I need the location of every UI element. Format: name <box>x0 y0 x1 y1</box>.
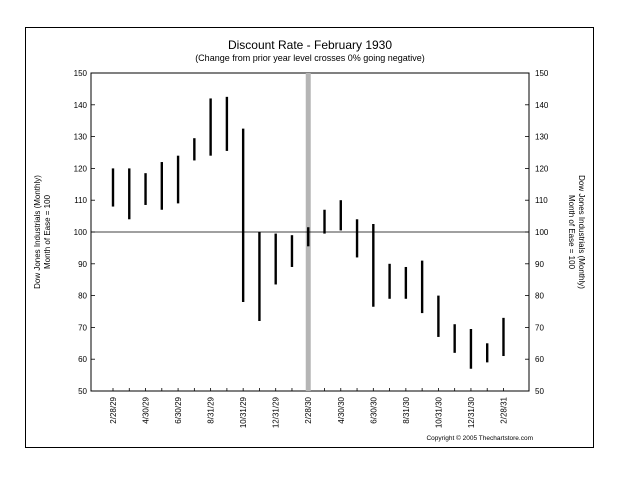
chart-subtitle: (Change from prior year level crosses 0%… <box>195 53 425 63</box>
y-tick-label-left-150: 150 <box>74 69 88 78</box>
copyright-notice: Copyright © 2005 Thechartstore.com <box>426 434 533 442</box>
x-tick-label-2/28/31: 2/28/31 <box>499 396 508 423</box>
y-axis-right: 50 60 70 80 90 100 110 120 130 140 150 <box>525 69 549 396</box>
y-tick-label-right-80: 80 <box>535 292 544 301</box>
y-tick-label-left-120: 120 <box>74 164 88 173</box>
y-tick-label-left-90: 90 <box>78 260 87 269</box>
y-tick-label-right-130: 130 <box>535 133 549 142</box>
x-tick-label-8/31/30: 8/31/30 <box>402 396 411 423</box>
y-tick-label-right-60: 60 <box>535 355 544 364</box>
y-tick-label-left-50: 50 <box>78 387 87 396</box>
y-axis-label-left: Dow Jones Industrials (Monthly) Month of… <box>33 175 52 289</box>
y-tick-label-left-70: 70 <box>78 323 87 332</box>
y-tick-label-left-100: 100 <box>74 228 88 237</box>
y-axis-left: 50 60 70 80 90 100 110 120 130 140 150 <box>74 69 95 396</box>
y-tick-label-right-140: 140 <box>535 101 549 110</box>
y-tick-label-left-110: 110 <box>74 196 87 205</box>
y-axis-label-right: Dow Jones Industrials (Monthly) Month of… <box>567 175 586 289</box>
x-tick-label-2/28/29: 2/28/29 <box>109 396 118 423</box>
y-tick-label-right-70: 70 <box>535 323 544 332</box>
x-tick-label-4/30/30: 4/30/30 <box>337 396 346 423</box>
x-tick-label-10/31/29: 10/31/29 <box>239 396 248 428</box>
x-tick-label-6/30/30: 6/30/30 <box>369 396 378 423</box>
y-axis-label-left-line1: Dow Jones Industrials (Monthly) <box>33 175 42 289</box>
x-tick-label-2/28/30: 2/28/30 <box>304 396 313 423</box>
x-tick-label-12/31/29: 12/31/29 <box>272 396 281 428</box>
x-tick-label-6/30/29: 6/30/29 <box>174 396 183 423</box>
y-tick-label-right-110: 110 <box>535 196 548 205</box>
y-axis-label-right-line1: Dow Jones Industrials (Monthly) <box>577 175 586 289</box>
y-tick-label-right-150: 150 <box>535 69 549 78</box>
x-tick-label-8/31/29: 8/31/29 <box>207 396 216 423</box>
y-tick-label-left-80: 80 <box>78 292 87 301</box>
y-tick-label-right-50: 50 <box>535 387 544 396</box>
y-tick-label-right-100: 100 <box>535 228 549 237</box>
y-tick-label-left-130: 130 <box>74 133 88 142</box>
x-axis: 2/28/29 4/30/29 6/30/29 8/31/29 10/31/29 12/3… <box>109 388 508 428</box>
y-tick-label-right-90: 90 <box>535 260 544 269</box>
y-tick-label-right-120: 120 <box>535 164 549 173</box>
chart-title: Discount Rate - February 1930 <box>228 38 392 52</box>
y-axis-label-left-line2: Month of Ease = 100 <box>43 194 52 269</box>
y-axis-label-right-line2: Month of Ease = 100 <box>567 195 576 270</box>
x-tick-label-4/30/29: 4/30/29 <box>142 396 151 423</box>
x-tick-label-10/31/30: 10/31/30 <box>434 396 443 428</box>
y-tick-label-left-140: 140 <box>74 101 88 110</box>
y-tick-label-left-60: 60 <box>78 355 87 364</box>
price-bars <box>111 96 505 369</box>
x-tick-label-12/31/30: 12/31/30 <box>467 396 476 428</box>
